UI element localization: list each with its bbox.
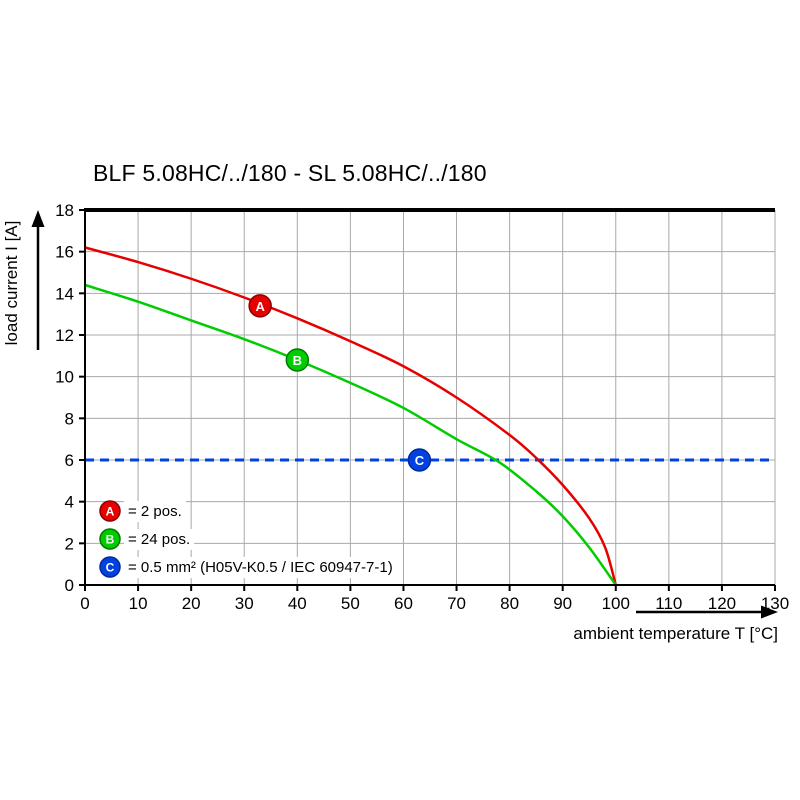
- y-tick-label: 14: [55, 284, 74, 303]
- y-tick-label: 4: [65, 493, 74, 512]
- y-tick-label: 2: [65, 534, 74, 553]
- y-tick-label: 10: [55, 368, 74, 387]
- legend-marker-letter-C: C: [106, 561, 115, 575]
- curve-marker-letter-B: B: [293, 353, 302, 368]
- legend-marker-letter-B: B: [106, 533, 115, 547]
- x-tick-label: 110: [655, 594, 682, 613]
- y-axis-arrowhead-icon: [31, 210, 45, 227]
- x-tick-label: 30: [235, 594, 254, 613]
- legend-item-A: = 2 pos. A: [99, 500, 186, 522]
- legend-marker-circle-A: [99, 500, 121, 522]
- legend-marker-circle-B: [99, 528, 121, 550]
- curve-marker-circle-A: [248, 294, 272, 318]
- x-axis-label: ambient temperature T [°C]: [573, 624, 778, 643]
- chart-title: BLF 5.08HC/../180 - SL 5.08HC/../180: [93, 160, 487, 186]
- curve-B: [84, 283, 617, 586]
- curve-marker-circle-C: [407, 448, 432, 472]
- legend-label-B: = 24 pos.: [128, 531, 190, 548]
- legend-marker-letter-A: A: [106, 505, 115, 519]
- curve-marker-circle-B: [285, 348, 310, 372]
- legend-label-bg-B: [124, 529, 195, 550]
- legend-item-B: = 24 pos. B: [99, 528, 195, 550]
- x-tick-label: 20: [182, 594, 201, 613]
- legend-label-C: = 0.5 mm² (H05V-K0.5 / IEC 60947-7-1): [128, 559, 393, 576]
- y-tick-label: 0: [65, 576, 74, 595]
- grid: [85, 210, 776, 585]
- x-tick-label: 90: [553, 594, 572, 613]
- y-tick-label: 12: [55, 326, 74, 345]
- x-tick-label: 80: [500, 594, 519, 613]
- x-tick-label: 0: [80, 594, 89, 613]
- legend-marker-circle-C: [99, 556, 121, 578]
- x-tick-label: 60: [394, 594, 413, 613]
- legend-label-bg-A: [124, 501, 186, 522]
- y-axis-label: load current I [A]: [2, 221, 21, 346]
- curve-marker-letter-A: A: [255, 299, 265, 314]
- y-tick-label: 6: [65, 451, 74, 470]
- y-tick-label: 18: [55, 201, 74, 220]
- legend-label-A: = 2 pos.: [128, 503, 182, 520]
- x-tick-label: 100: [602, 594, 630, 613]
- x-tick-label: 40: [288, 594, 307, 613]
- x-tick-label: 70: [447, 594, 466, 613]
- curve-A: [84, 246, 617, 586]
- legend: = 2 pos. A = 24 pos. B = 0.5 mm² (H05V-K0.5 …: [99, 500, 397, 578]
- x-axis-arrowhead-icon: [761, 605, 778, 619]
- y-tick-label: 16: [55, 243, 74, 262]
- curve-marker-C: C: [407, 448, 432, 472]
- tick-marks: [79, 209, 776, 591]
- legend-label-bg-C: [124, 557, 397, 578]
- x-tick-label: 50: [341, 594, 360, 613]
- legend-item-C: = 0.5 mm² (H05V-K0.5 / IEC 60947-7-1) C: [99, 556, 397, 578]
- x-tick-label: 120: [708, 594, 736, 613]
- y-tick-label: 8: [65, 409, 74, 428]
- tick-labels: 0 10 20 30 40 50 60 70 80 90 100 110 120 130024681012…: [55, 201, 789, 613]
- curve-marker-A: A: [248, 294, 272, 318]
- curve-marker-B: B: [285, 348, 310, 372]
- x-tick-label: 10: [129, 594, 148, 613]
- curve-marker-letter-C: C: [415, 453, 425, 468]
